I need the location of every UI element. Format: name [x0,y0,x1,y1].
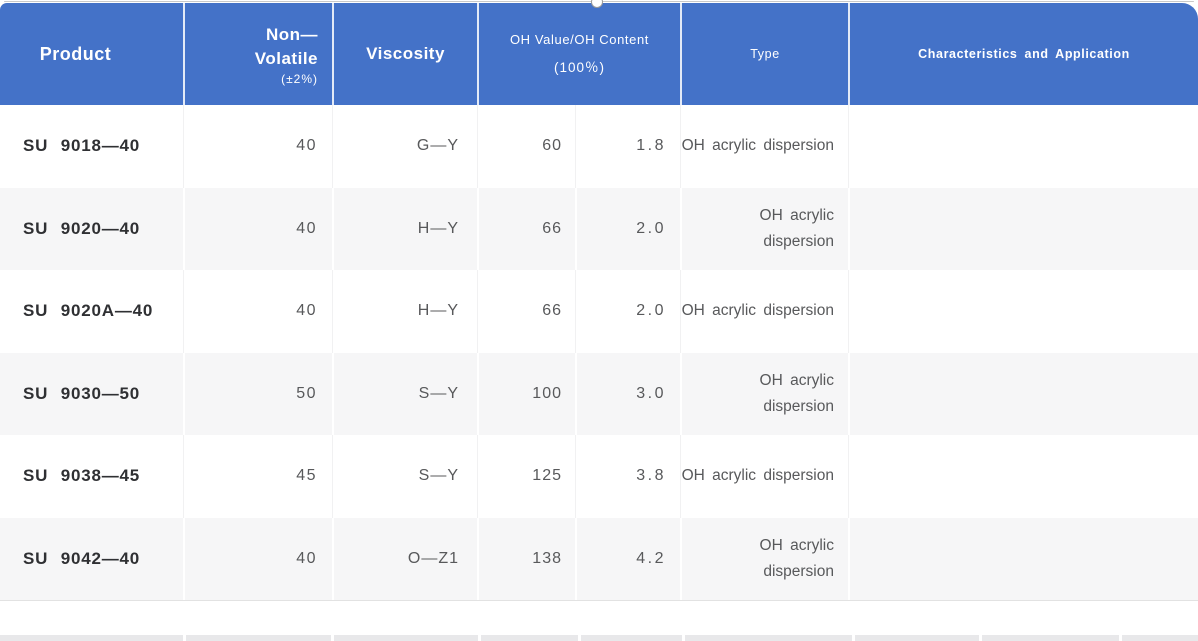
product-cell: SU 9020—40 [23,218,141,238]
cell-gap [682,635,685,641]
header-non-volatile: Non— Volatile (±2%) [183,3,332,105]
next-table-cell-edge [982,635,1119,641]
oh-content-cell: 2.0 [575,187,680,270]
table-row: SU 9042—40 40 O—Z1 138 4.2 OH acrylic di… [0,517,1198,600]
type-cell: OH acrylic dispersion [680,105,848,188]
cell-gap [979,635,982,641]
viscosity-cell: G—Y [332,105,477,188]
next-table-cell-edge [481,635,578,641]
product-spec-table: Product Non— Volatile (±2%) Viscosity OH… [0,3,1198,601]
non-volatile-cell: 40 [183,517,332,600]
oh-value-cell: 125 [477,435,575,518]
next-table-cell-edge [685,635,852,641]
type-cell: OH acrylic dispersion [680,270,848,353]
next-table-cell-edge [0,635,183,641]
product-cell: SU 9038—45 [23,466,141,486]
cell-gap [331,635,334,641]
cell-gap [478,635,481,641]
non-volatile-cell: 40 [183,187,332,270]
oh-value-cell: 66 [477,187,575,270]
header-type: Type [680,3,848,105]
non-volatile-cell: 50 [183,352,332,435]
header-non-volatile-line2: Volatile [254,48,318,68]
header-oh-value-line2: (100％) [553,60,605,75]
type-cell: OH acrylic dispersion [680,517,848,600]
cell-gap [1119,635,1122,641]
next-table-top-edge [0,635,1198,641]
non-volatile-cell: 45 [183,435,332,518]
header-non-volatile-tolerance: (±2%) [281,71,318,86]
oh-value-cell: 66 [477,270,575,353]
next-table-cell-edge [186,635,331,641]
type-cell: OH acrylic dispersion [680,187,848,270]
type-cell: OH acrylic dispersion [680,352,848,435]
oh-content-cell: 2.0 [575,270,680,353]
oh-content-cell: 3.8 [575,435,680,518]
next-table-cell-edge [855,635,979,641]
header-type-label: Type [750,47,780,61]
characteristics-cell [848,352,1198,435]
next-table-cell-edge [581,635,682,641]
next-table-cell-edge [334,635,478,641]
table-row: SU 9030—50 50 S—Y 100 3.0 OH acrylic dis… [0,352,1198,435]
viscosity-cell: O—Z1 [332,517,477,600]
header-product: Product [0,3,183,105]
cell-gap [578,635,581,641]
viscosity-cell: H—Y [332,187,477,270]
cell-gap [183,635,186,641]
characteristics-cell [848,105,1198,188]
non-volatile-cell: 40 [183,105,332,188]
table-header-row: Product Non— Volatile (±2%) Viscosity OH… [0,3,1198,105]
characteristics-cell [848,187,1198,270]
header-product-label: Product [39,43,112,64]
header-viscosity: Viscosity [332,3,477,105]
product-cell: SU 9020A—40 [23,301,154,321]
header-non-volatile-line1: Non— [265,24,318,44]
oh-content-cell: 3.0 [575,352,680,435]
product-cell: SU 9018—40 [23,136,141,156]
oh-value-cell: 60 [477,105,575,188]
table-body: SU 9018—40 40 G—Y 60 1.8 OH acrylic disp… [0,105,1198,601]
characteristics-cell [848,517,1198,600]
viscosity-cell: S—Y [332,352,477,435]
header-oh-value-line1: OH Value/OH Content [509,32,650,47]
non-volatile-cell: 40 [183,270,332,353]
oh-value-cell: 100 [477,352,575,435]
characteristics-cell [848,435,1198,518]
header-oh-value: OH Value/OH Content (100％) [477,3,680,105]
product-cell: SU 9030—50 [23,383,141,403]
table-row: SU 9020A—40 40 H—Y 66 2.0 OH acrylic dis… [0,270,1198,353]
table-row: SU 9020—40 40 H—Y 66 2.0 OH acrylic disp… [0,187,1198,270]
characteristics-cell [848,270,1198,353]
viscosity-cell: H—Y [332,270,477,353]
cell-gap [852,635,855,641]
type-cell: OH acrylic dispersion [680,435,848,518]
table-row: SU 9038—45 45 S—Y 125 3.8 OH acrylic dis… [0,435,1198,518]
next-table-cell-edge [1122,635,1198,641]
product-cell: SU 9042—40 [23,548,141,568]
oh-content-cell: 1.8 [575,105,680,188]
table-drag-handle-icon[interactable] [591,0,603,8]
table-row: SU 9018—40 40 G—Y 60 1.8 OH acrylic disp… [0,105,1198,188]
oh-value-cell: 138 [477,517,575,600]
oh-content-cell: 4.2 [575,517,680,600]
viscosity-cell: S—Y [332,435,477,518]
header-viscosity-label: Viscosity [366,44,445,63]
header-characteristics-label: Characteristics and Application [918,47,1130,61]
header-characteristics: Characteristics and Application [848,3,1198,105]
